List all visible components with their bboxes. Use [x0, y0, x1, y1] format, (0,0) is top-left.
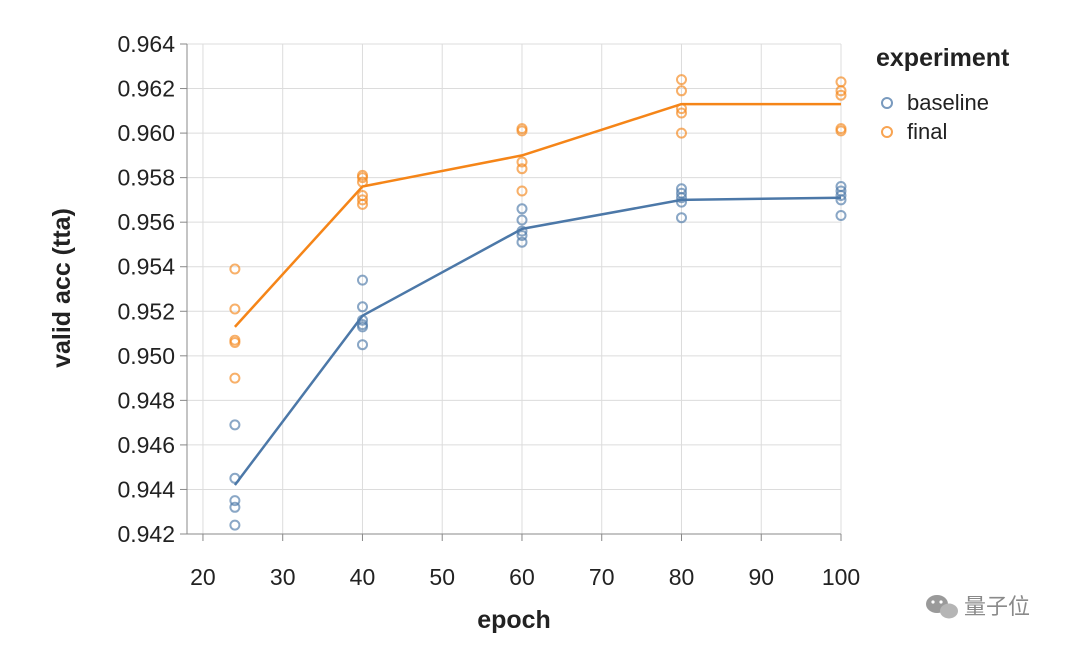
x-tick-label: 50: [429, 564, 455, 590]
y-tick-label: 0.950: [117, 343, 175, 369]
data-point-baseline: [229, 419, 241, 431]
data-point-final: [676, 74, 687, 86]
data-point-final: [835, 89, 847, 101]
y-tick-label: 0.964: [117, 31, 175, 57]
data-point-final: [676, 85, 687, 97]
series-line-final: [233, 102, 841, 328]
y-tick-label: 0.942: [117, 521, 175, 547]
data-point-baseline: [229, 495, 241, 507]
data-point-baseline: [357, 314, 368, 326]
x-tick-label: 20: [190, 564, 216, 590]
data-point-baseline: [516, 225, 528, 237]
data-point-final: [835, 123, 847, 135]
grid: [187, 43, 842, 535]
legend-swatch-baseline: [881, 97, 893, 109]
y-tick-label: 0.946: [117, 432, 175, 458]
data-point-final: [357, 190, 368, 201]
data-point-baseline: [357, 274, 368, 286]
x-tick-label: 100: [822, 564, 860, 590]
data-point-final: [516, 156, 528, 168]
x-tick-label: 70: [589, 564, 615, 590]
data-point-baseline: [835, 210, 847, 221]
x-tick-label: 40: [350, 564, 376, 590]
y-tick-label: 0.948: [117, 387, 175, 413]
data-point-final: [357, 194, 368, 206]
y-tick-label: 0.944: [117, 476, 175, 502]
data-point-final: [516, 123, 528, 135]
legend-label-baseline: baseline: [907, 90, 989, 115]
data-point-final: [516, 185, 528, 197]
data-point-baseline: [357, 339, 368, 351]
y-axis-title: valid acc (tta): [48, 208, 76, 368]
data-point-baseline: [676, 183, 687, 195]
y-tick-label: 0.960: [117, 120, 175, 146]
data-point-final: [676, 103, 687, 115]
data-point-final: [229, 263, 241, 275]
data-point-baseline: [516, 214, 528, 226]
data-point-baseline: [357, 319, 368, 331]
x-tick-label: 60: [509, 564, 535, 590]
y-tick-label: 0.954: [117, 254, 175, 280]
legend-swatch-final: [881, 126, 893, 138]
series-points: [229, 74, 847, 531]
x-tick-label: 30: [270, 564, 296, 590]
data-point-final: [516, 163, 528, 175]
data-point-final: [676, 107, 687, 119]
series-line-baseline: [233, 196, 842, 486]
data-point-baseline: [229, 501, 241, 513]
axes: 0.942 0.944 0.946 0.948 0.950 0.952 0.954 0.956…: [117, 31, 860, 590]
data-point-baseline: [516, 203, 528, 215]
series-lines: [233, 102, 842, 486]
x-axis-title: epoch: [477, 606, 551, 634]
watermark: 量子位: [926, 595, 1030, 620]
watermark-text: 量子位: [964, 595, 1030, 620]
x-tick-label: 90: [748, 564, 774, 590]
data-point-final: [229, 303, 241, 315]
data-point-baseline: [676, 212, 687, 224]
y-tick-label: 0.962: [117, 76, 175, 102]
data-point-baseline: [229, 472, 241, 484]
data-point-final: [676, 127, 687, 139]
data-point-final: [229, 334, 241, 346]
data-point-baseline: [676, 187, 687, 199]
data-point-final: [835, 76, 847, 88]
data-point-final: [229, 372, 241, 384]
data-point-baseline: [357, 301, 368, 313]
data-point-baseline: [835, 185, 847, 197]
data-point-baseline: [516, 230, 528, 241]
data-point-final: [357, 176, 368, 188]
data-point-baseline: [516, 236, 528, 248]
legend-label-final: final: [907, 119, 947, 144]
data-point-baseline: [835, 181, 847, 192]
y-tick-label: 0.952: [117, 298, 175, 324]
wechat-icon: [926, 595, 958, 619]
y-tick-label: 0.956: [117, 209, 175, 235]
data-point-baseline: [229, 519, 241, 531]
data-point-final: [357, 169, 368, 181]
y-tick-label: 0.958: [117, 165, 175, 191]
legend-title: experiment: [876, 44, 1010, 72]
x-tick-label: 80: [669, 564, 695, 590]
legend: experiment baseline final: [876, 44, 1010, 144]
